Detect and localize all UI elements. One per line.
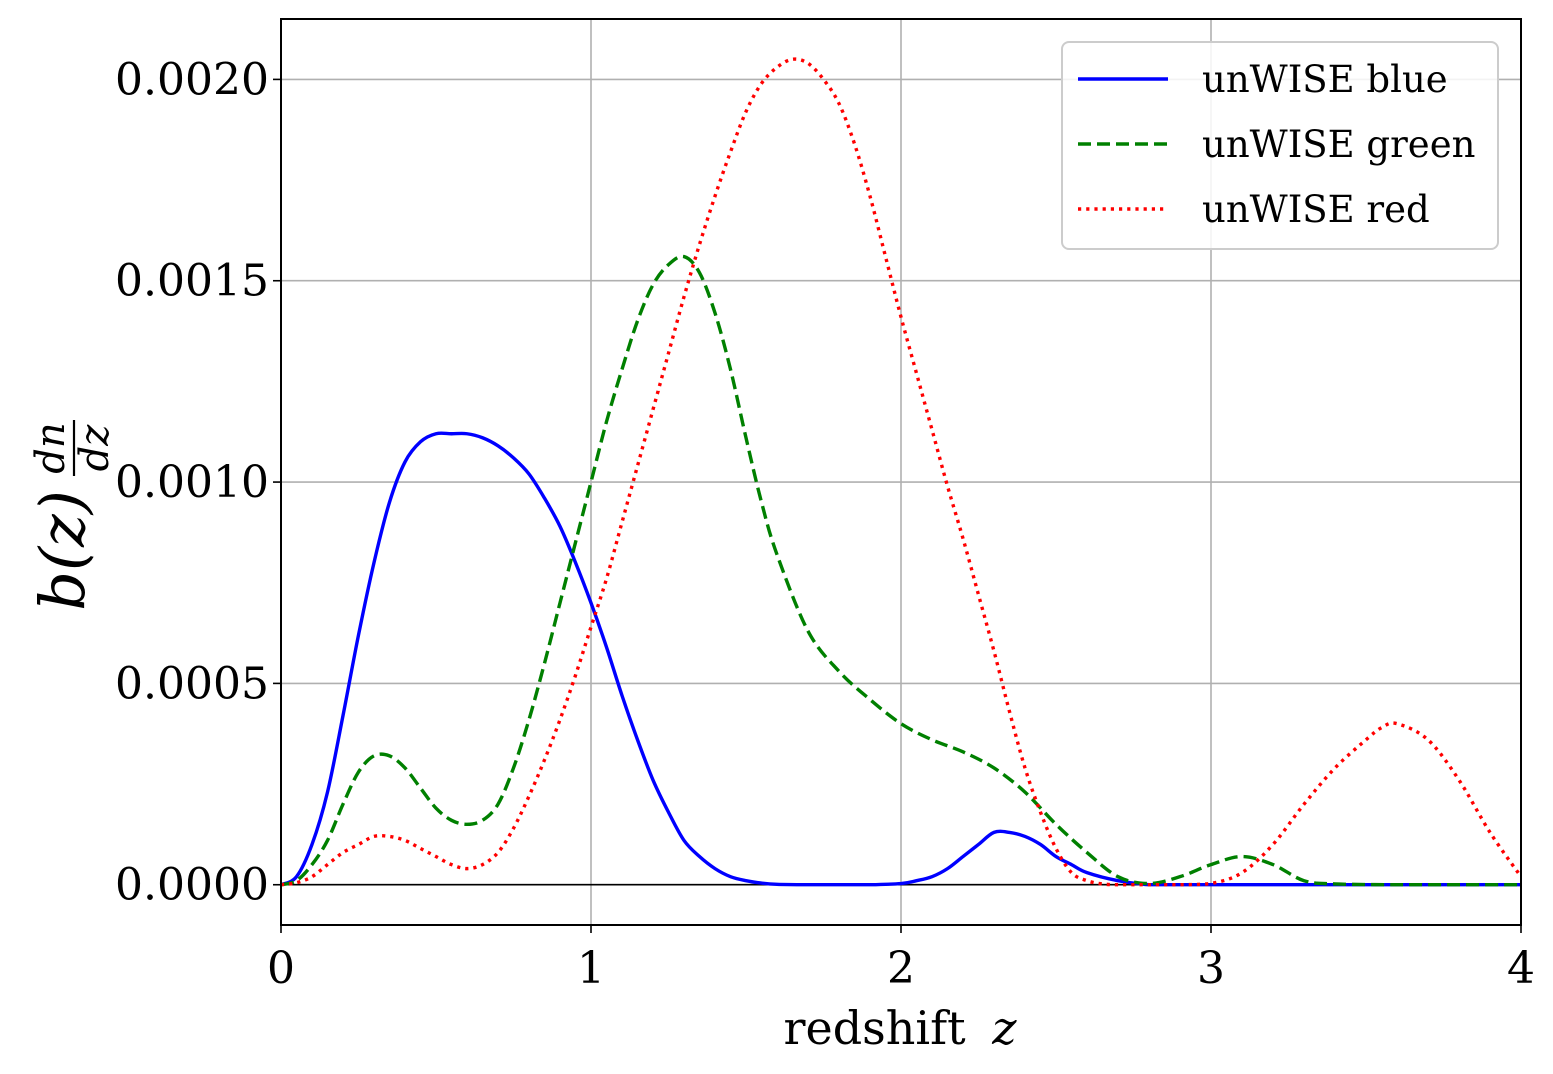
x-tick-label: 0 [267, 943, 295, 994]
y-tick-label: 0.0005 [115, 658, 269, 709]
y-tick-label: 0.0020 [115, 54, 269, 105]
y-tick-label: 0.0010 [115, 457, 269, 508]
x-tick-label: 3 [1197, 943, 1225, 994]
x-tick-label: 1 [577, 943, 605, 994]
y-axis-title: b(z) dn dz [26, 420, 118, 611]
legend-label-0: unWISE blue [1202, 58, 1448, 101]
y-axis-title-prefix: b(z) [26, 490, 99, 611]
x-axis-title-text: redshift [784, 1001, 967, 1055]
legend-box [1061, 41, 1499, 250]
legend-label-2: unWISE red [1202, 188, 1430, 231]
series-layer [281, 57, 1521, 887]
x-tick-label: 4 [1507, 943, 1535, 994]
y-axis-title-numerator: dn [28, 422, 74, 473]
series-line-0 [281, 431, 1521, 887]
x-tick-label: 2 [887, 943, 915, 994]
y-axis-title-denominator: dz [72, 424, 118, 472]
legend-label-1: unWISE green [1202, 123, 1475, 166]
y-tick-label: 0.0000 [115, 860, 269, 911]
y-tick-label: 0.0015 [115, 256, 269, 307]
ticks: 0 1 2 3 4 0.0000 0.0005 0.0010 0.0015 0.0020 [115, 54, 1535, 994]
legend: unWISE blue unWISE green unWISE red [1061, 41, 1499, 250]
x-axis-title: redshift z [784, 1001, 1018, 1055]
x-axis-title-symbol: z [991, 1001, 1017, 1055]
